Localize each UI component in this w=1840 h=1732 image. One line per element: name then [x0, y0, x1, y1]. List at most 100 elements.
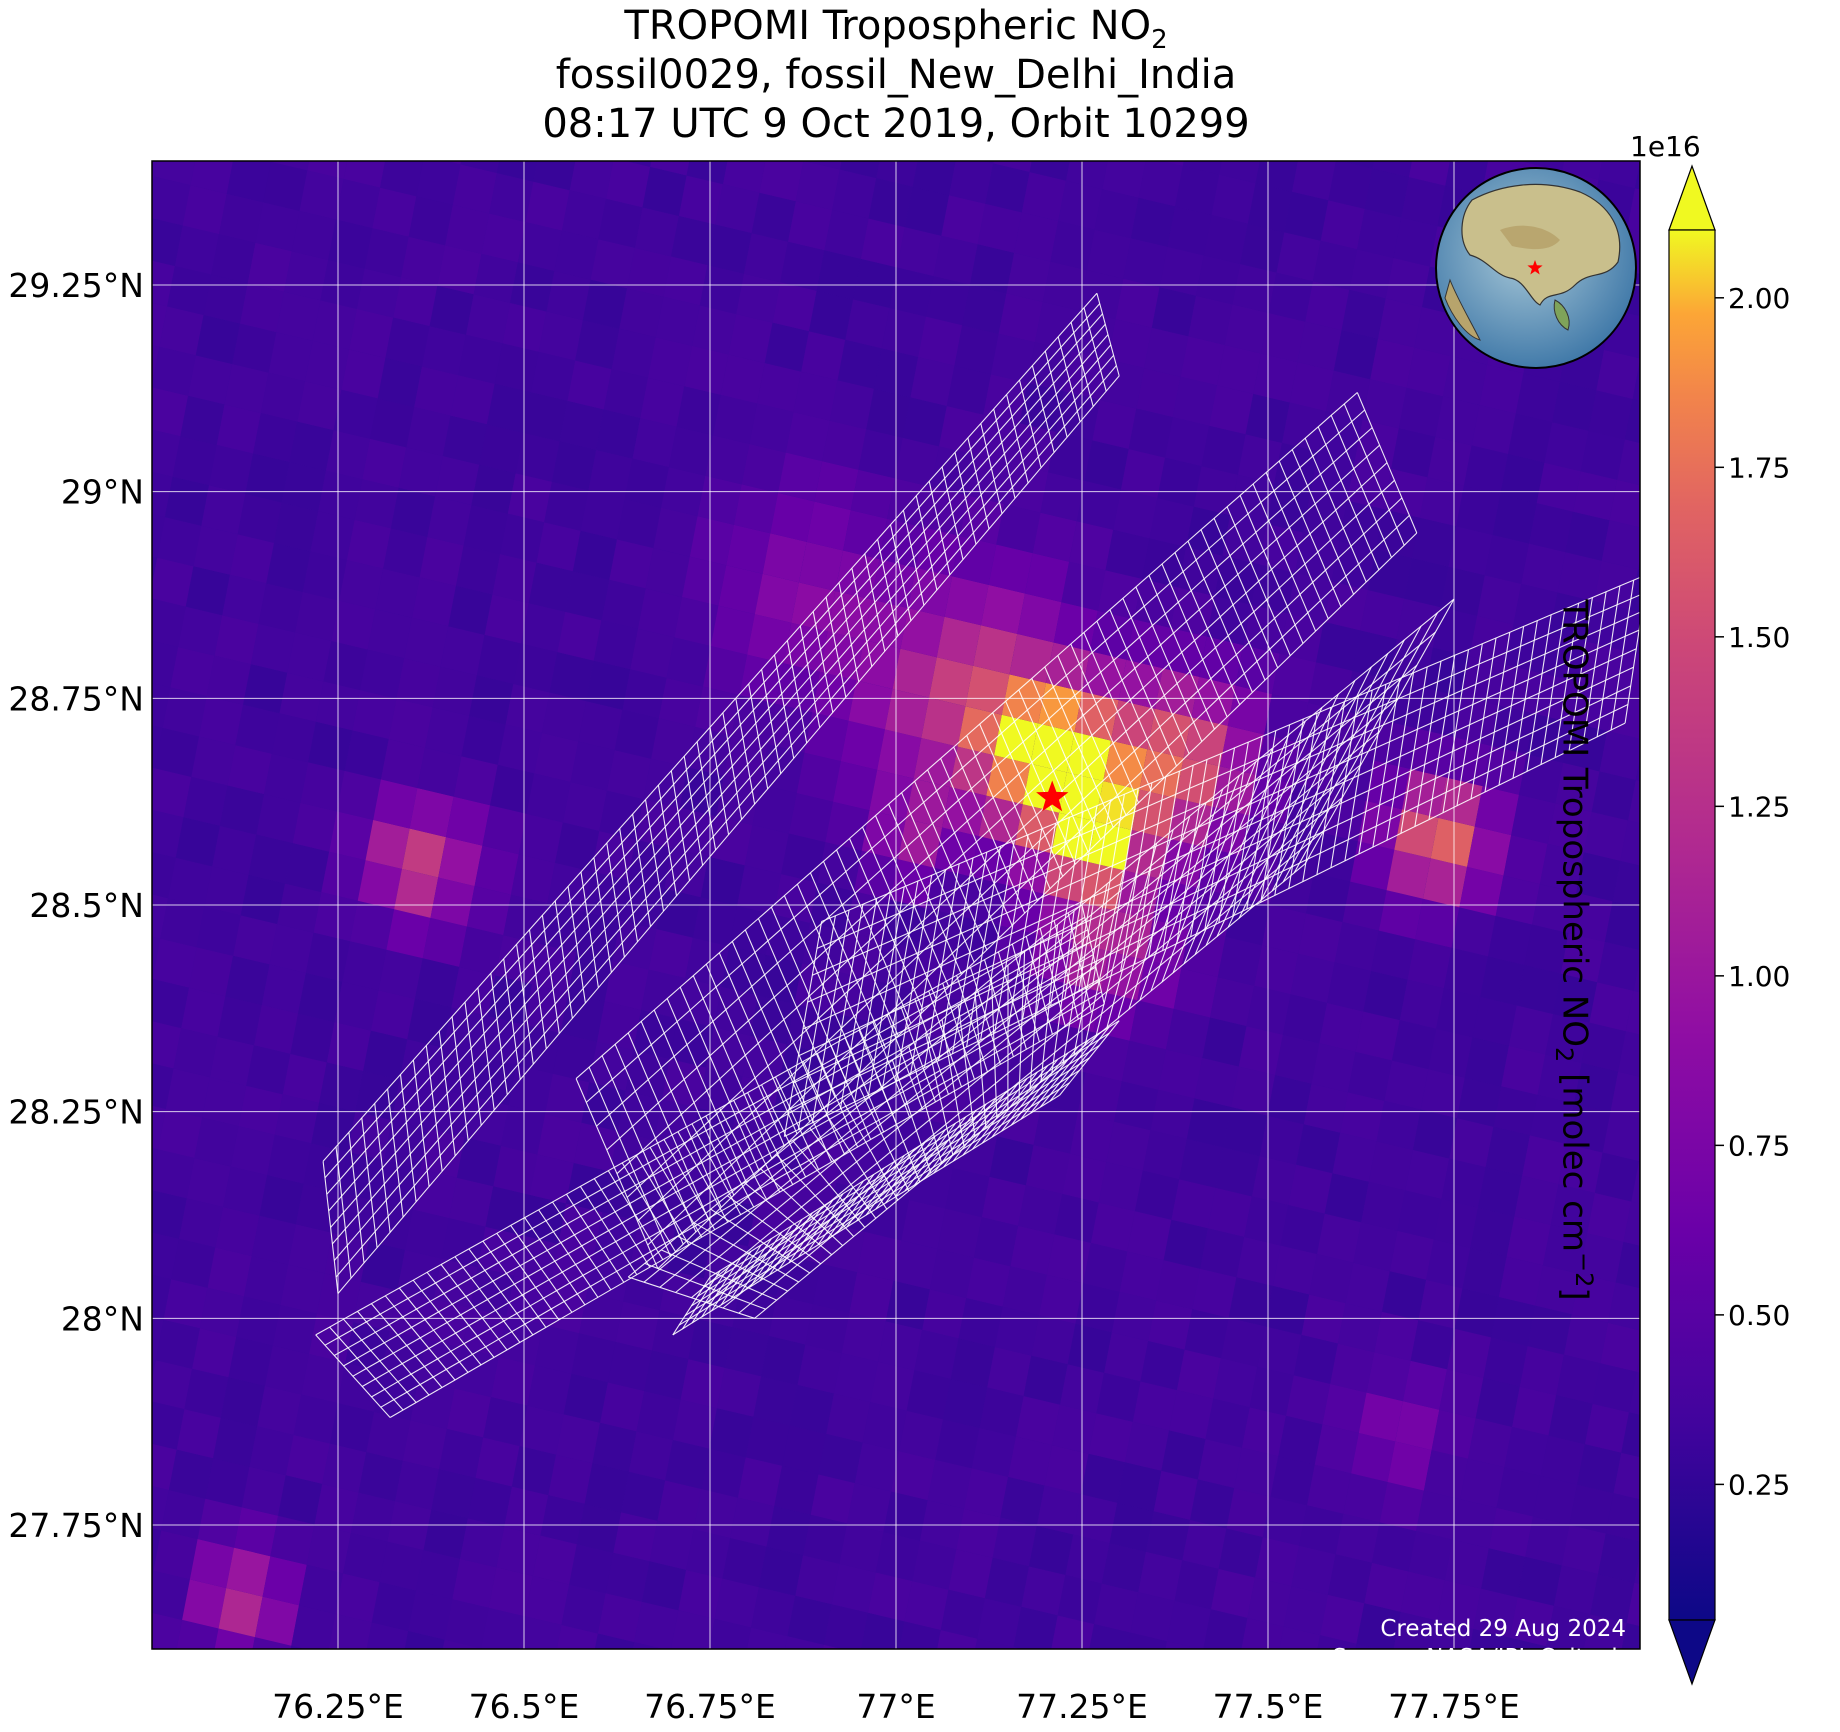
no2-pixel	[374, 1371, 419, 1421]
no2-pixel	[339, 560, 384, 610]
no2-pixel	[152, 725, 163, 769]
footprint-line	[788, 704, 1629, 1111]
no2-pixel	[856, 640, 901, 689]
no2-pixel	[291, 210, 336, 260]
no2-pixel	[1609, 479, 1640, 528]
no2-pixel	[940, 1589, 985, 1639]
no2-pixel	[1596, 349, 1640, 399]
no2-pixel	[782, 1425, 827, 1475]
no2-pixel	[1587, 1192, 1632, 1242]
no2-pixel	[180, 395, 225, 445]
no2-pixel	[162, 96, 206, 145]
footprint-line	[657, 532, 1418, 1270]
no2-pixel	[979, 1387, 1024, 1437]
no2-pixel	[1212, 766, 1257, 816]
no2-pixel	[1181, 928, 1226, 978]
no2-pixel	[1291, 1545, 1336, 1595]
no2-pixel	[184, 1368, 229, 1418]
no2-pixel	[1231, 1066, 1276, 1116]
no2-pixel	[1621, 1623, 1640, 1649]
no2-pixel	[1128, 408, 1173, 458]
no2-pixel	[189, 1539, 234, 1588]
no2-pixel	[689, 516, 734, 566]
no2-pixel	[258, 583, 303, 633]
no2-pixel	[1298, 913, 1343, 963]
no2-pixel	[514, 1235, 559, 1285]
no2-pixel	[170, 647, 215, 696]
no2-pixel	[706, 1027, 751, 1077]
no2-pixel	[1138, 1551, 1183, 1601]
no2-pixel	[176, 1619, 219, 1649]
no2-pixel	[240, 283, 285, 333]
no2-pixel	[709, 1408, 754, 1458]
no2-pixel	[751, 1587, 796, 1637]
no2-pixel	[1008, 1436, 1053, 1486]
no2-pixel	[95, 841, 139, 890]
no2-pixel	[1412, 517, 1457, 567]
no2-pixel	[1408, 1531, 1453, 1580]
no2-pixel	[220, 1377, 265, 1427]
no2-pixel	[396, 658, 441, 708]
no2-pixel	[1447, 1328, 1492, 1378]
no2-pixel	[832, 169, 877, 219]
no2-pixel	[597, 1593, 642, 1643]
no2-pixel	[272, 1305, 317, 1354]
no2-pixel	[556, 1414, 601, 1464]
no2-pixel	[350, 1492, 395, 1542]
no2-pixel	[1312, 240, 1358, 290]
no2-pixel	[791, 582, 836, 632]
footprint-line	[343, 941, 1091, 1367]
no2-pixel	[99, 1222, 143, 1271]
no2-pixel	[534, 732, 579, 782]
no2-pixel	[1262, 904, 1307, 954]
no2-pixel	[153, 1530, 198, 1580]
no2-pixel	[567, 360, 612, 410]
no2-pixel	[868, 178, 913, 228]
no2-pixel	[733, 484, 778, 534]
no2-pixel	[600, 1382, 645, 1432]
no2-pixel	[257, 1385, 302, 1435]
no2-pixel	[1075, 1283, 1120, 1333]
no2-pixel	[219, 785, 264, 835]
no2-pixel	[419, 536, 464, 586]
no2-pixel	[1491, 1297, 1536, 1346]
no2-pixel	[1345, 1262, 1390, 1312]
no2-pixel	[305, 340, 350, 390]
footprint-line	[335, 365, 1117, 1278]
no2-pixel	[1355, 1643, 1379, 1649]
no2-pixel	[364, 228, 409, 278]
no2-pixel	[1405, 1149, 1450, 1199]
no2-pixel	[507, 473, 552, 523]
no2-pixel	[1237, 434, 1282, 484]
no2-pixel	[546, 271, 591, 321]
no2-pixel	[505, 683, 550, 733]
no2-pixel	[614, 709, 659, 759]
no2-pixel	[437, 245, 482, 295]
no2-pixel	[108, 379, 152, 428]
no2-pixel	[1127, 1211, 1172, 1261]
no2-pixel	[1588, 390, 1633, 440]
no2-pixel	[1289, 362, 1334, 412]
no2-pixel	[1479, 364, 1524, 414]
no2-pixel	[431, 1469, 476, 1519]
no2-pixel	[958, 1298, 1003, 1347]
no2-pixel	[432, 666, 477, 716]
no2-pixel	[264, 753, 309, 803]
no2-pixel	[555, 822, 600, 872]
no2-pixel	[519, 1405, 564, 1455]
no2-pixel	[1203, 215, 1248, 264]
no2-pixel	[152, 768, 192, 818]
no2-pixel	[1151, 1682, 1195, 1731]
no2-pixel	[788, 793, 833, 843]
no2-pixel	[1566, 1103, 1611, 1153]
footprint-line	[754, 863, 1306, 1319]
no2-pixel	[388, 107, 432, 156]
no2-pixel	[965, 74, 1009, 123]
no2-pixel	[429, 285, 474, 335]
no2-pixel	[1234, 1447, 1279, 1497]
no2-pixel	[1416, 1490, 1461, 1540]
no2-pixel	[152, 302, 168, 347]
no2-pixel	[248, 834, 293, 884]
no2-pixel	[948, 1549, 993, 1599]
no2-pixel	[96, 1432, 140, 1481]
